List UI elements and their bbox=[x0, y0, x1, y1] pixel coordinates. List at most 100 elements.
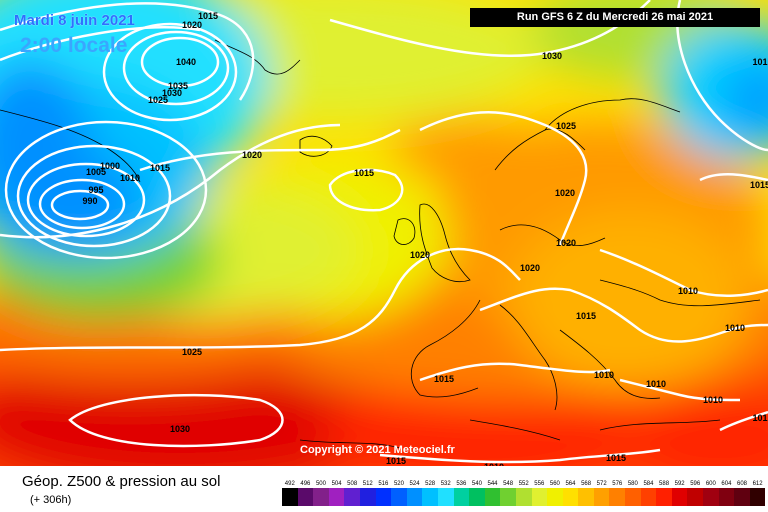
legend-value: 560 bbox=[547, 480, 563, 488]
isobar-label: 1030 bbox=[541, 51, 563, 61]
legend-value: 576 bbox=[609, 480, 626, 488]
legend-value: 524 bbox=[406, 480, 423, 488]
legend-swatch: 600 bbox=[703, 480, 719, 506]
isobar-label: 1010 bbox=[119, 173, 141, 183]
legend-swatch: 592 bbox=[671, 480, 688, 506]
legend-value: 492 bbox=[282, 480, 298, 488]
legend-swatch: 612 bbox=[749, 480, 766, 506]
legend-swatch: 492 bbox=[282, 480, 298, 506]
isobar-label: 1015 bbox=[149, 163, 171, 173]
isobar-label: 1020 bbox=[555, 238, 577, 248]
isobar-label: 1015 bbox=[197, 11, 219, 21]
legend-swatch: 604 bbox=[718, 480, 735, 506]
legend-value: 604 bbox=[718, 480, 735, 488]
isobar-label: 1000 bbox=[99, 161, 121, 171]
legend-value: 556 bbox=[531, 480, 548, 488]
legend-value: 608 bbox=[734, 480, 750, 488]
legend-value: 548 bbox=[500, 480, 516, 488]
legend-swatch: 560 bbox=[547, 480, 563, 506]
footer: Géop. Z500 & pression au sol (+ 306h) 49… bbox=[0, 466, 768, 512]
isobar-label: 1005 bbox=[85, 167, 107, 177]
isobar-label: 1025 bbox=[147, 95, 169, 105]
legend-swatch: 536 bbox=[453, 480, 470, 506]
footer-subtitle: (+ 306h) bbox=[30, 494, 72, 506]
isobar-label: 101 bbox=[752, 413, 768, 423]
legend-swatch: 588 bbox=[656, 480, 672, 506]
isobar-label: 1010 bbox=[702, 395, 724, 405]
footer-title: Géop. Z500 & pression au sol bbox=[22, 473, 221, 490]
legend-value: 588 bbox=[656, 480, 672, 488]
legend-value: 528 bbox=[422, 480, 438, 488]
legend-swatch: 532 bbox=[437, 480, 454, 506]
legend-swatch: 512 bbox=[359, 480, 376, 506]
isobar-label: 1015 bbox=[575, 311, 597, 321]
legend-swatch: 552 bbox=[515, 480, 532, 506]
isobar-label: 1010 bbox=[677, 286, 699, 296]
isobar-label: 1040 bbox=[175, 57, 197, 67]
legend-value: 572 bbox=[593, 480, 610, 488]
legend-swatch: 572 bbox=[593, 480, 610, 506]
isobar-label: 1020 bbox=[181, 20, 203, 30]
legend-swatch: 544 bbox=[484, 480, 501, 506]
geopotential-field bbox=[0, 0, 768, 466]
isobar-label: 1015 bbox=[385, 456, 407, 466]
legend-swatch: 596 bbox=[687, 480, 704, 506]
legend-value: 600 bbox=[703, 480, 719, 488]
isobar-label: 1030 bbox=[169, 424, 191, 434]
legend-swatch: 548 bbox=[500, 480, 516, 506]
legend-swatch: 516 bbox=[375, 480, 392, 506]
color-legend: 492 496 500 504 508 512 516 520 524 528 532 536 540 5… bbox=[282, 480, 766, 506]
legend-swatch: 568 bbox=[578, 480, 594, 506]
legend-swatch: 528 bbox=[422, 480, 438, 506]
legend-value: 580 bbox=[625, 480, 641, 488]
legend-value: 540 bbox=[469, 480, 485, 488]
legend-value: 508 bbox=[344, 480, 360, 488]
isobar-label: 1015 bbox=[353, 168, 375, 178]
local-time: 2:00 locale bbox=[20, 34, 128, 57]
legend-swatch: 556 bbox=[531, 480, 548, 506]
legend-swatch: 496 bbox=[297, 480, 314, 506]
legend-value: 500 bbox=[313, 480, 329, 488]
isobar-label: 101 bbox=[752, 57, 768, 67]
isobar-label: 1015 bbox=[605, 453, 627, 463]
isobar-label: 1020 bbox=[241, 150, 263, 160]
legend-value: 564 bbox=[562, 480, 579, 488]
legend-swatch: 564 bbox=[562, 480, 579, 506]
legend-swatch: 520 bbox=[391, 480, 407, 506]
legend-value: 512 bbox=[359, 480, 376, 488]
legend-value: 516 bbox=[375, 480, 392, 488]
legend-swatch: 500 bbox=[313, 480, 329, 506]
legend-swatch: 608 bbox=[734, 480, 750, 506]
isobar-label: 1025 bbox=[181, 347, 203, 357]
isobar-label: 1010 bbox=[645, 379, 667, 389]
forecast-date: Mardi 8 juin 2021 bbox=[14, 12, 135, 29]
legend-swatch: 524 bbox=[406, 480, 423, 506]
legend-swatch: 540 bbox=[469, 480, 485, 506]
isobar-label: 995 bbox=[88, 185, 104, 195]
isobar-label: 1010 bbox=[593, 370, 615, 380]
legend-value: 496 bbox=[297, 480, 314, 488]
isobar-label: 1020 bbox=[519, 263, 541, 273]
isobar-label: 1020 bbox=[554, 188, 576, 198]
legend-value: 612 bbox=[749, 480, 766, 488]
isobar-label: 1025 bbox=[555, 121, 577, 131]
isobar-label: 1015 bbox=[433, 374, 455, 384]
weather-map bbox=[0, 0, 768, 466]
legend-value: 536 bbox=[453, 480, 470, 488]
legend-value: 592 bbox=[671, 480, 688, 488]
legend-value: 544 bbox=[484, 480, 501, 488]
isobar-label: 1015 bbox=[749, 180, 768, 190]
legend-swatch: 576 bbox=[609, 480, 626, 506]
isobar-label: 990 bbox=[82, 196, 98, 206]
legend-value: 552 bbox=[515, 480, 532, 488]
legend-swatch: 504 bbox=[328, 480, 345, 506]
legend-swatch: 580 bbox=[625, 480, 641, 506]
legend-value: 504 bbox=[328, 480, 345, 488]
legend-value: 568 bbox=[578, 480, 594, 488]
legend-value: 532 bbox=[437, 480, 454, 488]
isobar-label: 1010 bbox=[724, 323, 746, 333]
run-info: Run GFS 6 Z du Mercredi 26 mai 2021 bbox=[470, 8, 760, 27]
isobar-label: 1020 bbox=[409, 250, 431, 260]
legend-value: 520 bbox=[391, 480, 407, 488]
isobar-lines bbox=[0, 0, 768, 464]
